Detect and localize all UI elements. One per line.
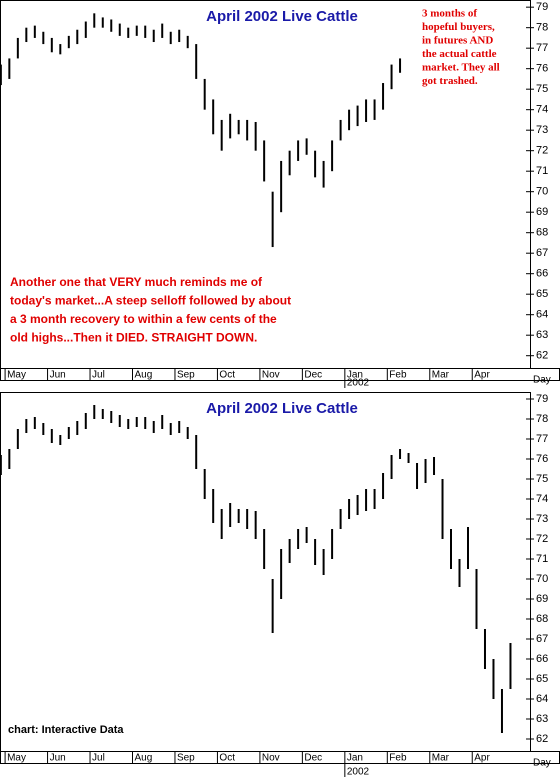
y-tick-label: 68 — [536, 613, 548, 625]
y-tick-label: 67 — [536, 247, 548, 259]
y-tick-label: 72 — [536, 533, 548, 545]
y-tick-label: 77 — [536, 42, 548, 54]
x-tick-label: Jul — [92, 370, 105, 381]
y-tick-label: 76 — [536, 63, 548, 75]
y-tick-label: 65 — [536, 673, 548, 685]
y-tick-label: 74 — [536, 493, 548, 505]
chart-title: April 2002 Live Cattle — [206, 8, 358, 25]
x-tick-label: Nov — [262, 370, 280, 381]
y-tick-label: 78 — [536, 22, 548, 34]
y-tick-label: 76 — [536, 453, 548, 465]
x-tick-label: Jan — [347, 370, 363, 381]
x-tick-label: Dec — [304, 370, 322, 381]
x-tick-label: Sep — [177, 753, 195, 764]
x-tick-label: Jun — [50, 753, 66, 764]
y-tick-label: 63 — [536, 713, 548, 725]
y-tick-label: 63 — [536, 329, 548, 341]
x-tick-label: Dec — [304, 753, 322, 764]
x-axis-label: Day — [533, 758, 551, 769]
annotation: 3 months of — [422, 8, 477, 20]
note: Another one that VERY much reminds me of — [10, 275, 263, 289]
x-tick-label: May — [7, 370, 26, 381]
y-tick-label: 75 — [536, 473, 548, 485]
x-axis-label: Day — [533, 375, 551, 386]
year-label: 2002 — [347, 767, 370, 778]
year-label: 2002 — [347, 378, 370, 389]
y-tick-label: 77 — [536, 433, 548, 445]
annotation: the actual cattle — [422, 48, 497, 60]
y-tick-label: 79 — [536, 1, 548, 13]
x-tick-label: Mar — [432, 370, 450, 381]
x-tick-label: Apr — [474, 370, 490, 381]
y-tick-label: 73 — [536, 124, 548, 136]
annotation: got trashed. — [422, 75, 478, 87]
y-tick-label: 71 — [536, 165, 548, 177]
x-tick-label: Aug — [135, 370, 153, 381]
y-tick-label: 69 — [536, 593, 548, 605]
y-tick-label: 64 — [536, 693, 548, 705]
x-tick-label: Oct — [219, 753, 235, 764]
x-tick-label: Jun — [50, 370, 66, 381]
annotation: market. They all — [422, 62, 500, 74]
note: today's market...A steep selloff followe… — [10, 294, 291, 308]
credit: chart: Interactive Data — [8, 724, 124, 736]
x-tick-label: May — [7, 753, 26, 764]
chart-title: April 2002 Live Cattle — [206, 400, 358, 417]
x-tick-label: Oct — [219, 370, 235, 381]
x-tick-label: Jan — [347, 753, 363, 764]
x-tick-label: Feb — [389, 370, 407, 381]
y-tick-label: 79 — [536, 393, 548, 405]
plot-frame — [0, 392, 531, 752]
x-tick-label: Aug — [135, 753, 153, 764]
y-tick-label: 70 — [536, 186, 548, 198]
y-tick-label: 66 — [536, 268, 548, 280]
x-tick-label: Jul — [92, 753, 105, 764]
y-tick-label: 65 — [536, 288, 548, 300]
x-tick-label: Nov — [262, 753, 280, 764]
x-tick-label: Sep — [177, 370, 195, 381]
y-tick-label: 72 — [536, 145, 548, 157]
annotation: in futures AND — [422, 35, 493, 47]
annotation: hopeful buyers, — [422, 21, 495, 33]
x-tick-label: Apr — [474, 753, 490, 764]
y-tick-label: 74 — [536, 104, 548, 116]
x-tick-label: Mar — [432, 753, 450, 764]
y-tick-label: 67 — [536, 633, 548, 645]
y-tick-label: 71 — [536, 553, 548, 565]
y-tick-label: 73 — [536, 513, 548, 525]
y-tick-label: 75 — [536, 83, 548, 95]
note: old highs...Then it DIED. STRAIGHT DOWN. — [10, 331, 257, 345]
y-tick-label: 68 — [536, 227, 548, 239]
y-tick-label: 69 — [536, 206, 548, 218]
y-tick-label: 66 — [536, 653, 548, 665]
x-tick-label: Feb — [389, 753, 407, 764]
y-tick-label: 78 — [536, 413, 548, 425]
note: a 3 month recovery to within a few cents… — [10, 312, 277, 326]
y-tick-label: 70 — [536, 573, 548, 585]
y-tick-label: 62 — [536, 733, 548, 745]
y-tick-label: 64 — [536, 309, 548, 321]
y-tick-label: 62 — [536, 350, 548, 362]
